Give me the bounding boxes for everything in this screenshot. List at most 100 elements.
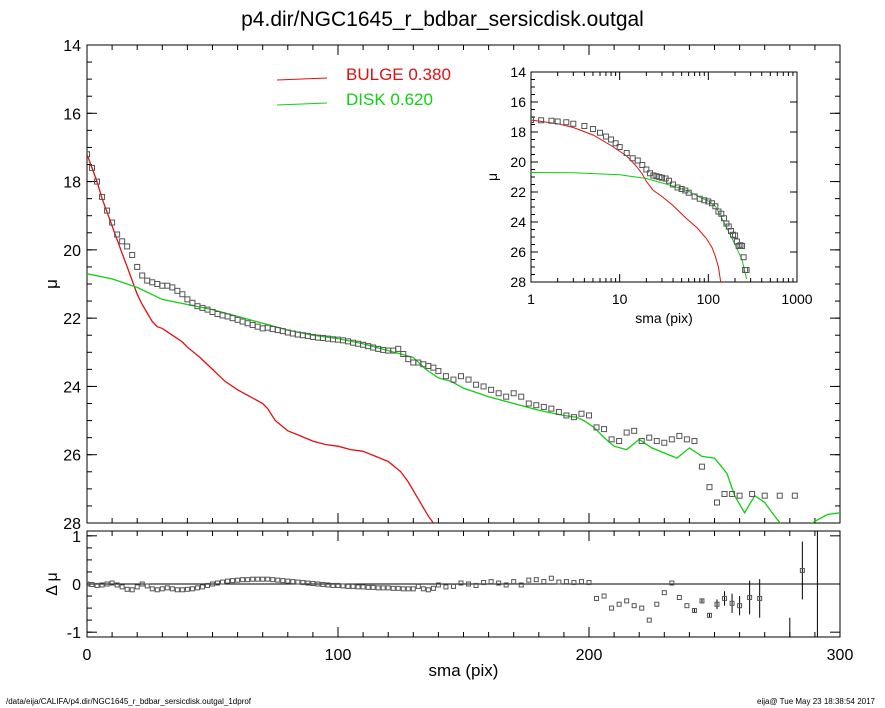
- residual-data-point: [757, 595, 763, 601]
- main-data-point: [214, 311, 221, 318]
- main-data-point: [144, 277, 151, 284]
- residual-data-point: [104, 581, 110, 587]
- main-data-point: [259, 325, 266, 332]
- residual-data-point: [134, 584, 140, 590]
- residual-data-point: [747, 594, 753, 600]
- residual-data-point: [380, 585, 386, 591]
- main-y-tick-label: 28: [63, 516, 81, 533]
- residual-y-tick-label: 1: [72, 529, 81, 546]
- residual-data-point: [563, 579, 569, 585]
- inset-data-point: [570, 120, 577, 127]
- residual-data-point: [275, 577, 281, 583]
- inset-data-point: [665, 177, 672, 184]
- residual-data-point: [300, 580, 306, 586]
- inset-data-point: [616, 144, 623, 150]
- residual-data-point: [194, 585, 200, 591]
- main-data-point: [480, 383, 487, 390]
- residual-data-point: [594, 595, 600, 601]
- inset-data-point: [705, 198, 712, 205]
- main-data-point: [164, 282, 171, 289]
- main-data-point: [646, 434, 653, 441]
- main-data-point: [450, 376, 457, 383]
- main-data-point: [159, 282, 166, 289]
- main-data-point: [119, 238, 126, 245]
- residual-x-tick-label: 100: [325, 647, 352, 664]
- main-data-point: [608, 436, 615, 443]
- inset-y-tick-label: 14: [510, 64, 526, 80]
- main-y-tick-label: 14: [63, 38, 81, 55]
- inset-data-point: [554, 118, 561, 125]
- inset-data-point: [685, 189, 692, 196]
- residual-x-axis-label: sma (pix): [429, 661, 499, 680]
- main-data-point: [691, 438, 698, 445]
- inset-y-tick-label: 22: [510, 184, 526, 200]
- residual-data-point: [245, 577, 251, 583]
- residual-x-tick-label: 300: [827, 647, 854, 664]
- main-data-point: [234, 316, 241, 323]
- inset-data-point: [589, 126, 596, 132]
- main-data-point: [570, 414, 577, 421]
- inset-data-point: [701, 197, 708, 204]
- residual-data-point: [230, 578, 236, 584]
- main-y-tick-label: 18: [63, 175, 81, 192]
- legend-swatch-disk: [276, 102, 328, 106]
- residual-data-point: [129, 587, 135, 593]
- residual-data-point: [280, 578, 286, 584]
- inset-x-tick-label: 10: [612, 291, 628, 307]
- main-data-point: [405, 356, 412, 363]
- inset-data-point: [740, 254, 747, 261]
- main-data-point: [169, 284, 176, 291]
- residual-data-point: [87, 581, 90, 587]
- main-data-point: [189, 299, 196, 306]
- main-line-bulge: [87, 154, 434, 523]
- main-data-point: [776, 492, 783, 499]
- main-data-point: [525, 400, 532, 407]
- residual-y-tick-label: -1: [67, 625, 81, 642]
- main-y-tick-label: 16: [63, 106, 81, 123]
- main-data-point: [616, 438, 623, 445]
- main-data-point: [473, 381, 480, 388]
- residual-data-point: [124, 586, 130, 592]
- residual-data-point: [335, 582, 341, 588]
- main-data-point: [761, 492, 768, 499]
- inset-series-group: [531, 117, 750, 282]
- inset-y-tick-label: 20: [510, 154, 526, 170]
- residual-data-point: [204, 582, 210, 588]
- residual-data-point: [395, 585, 401, 591]
- residual-data-point: [360, 584, 366, 590]
- residual-data-point: [578, 579, 584, 585]
- residual-data-point: [488, 579, 494, 585]
- main-data-point: [124, 243, 131, 250]
- main-data-point: [425, 362, 432, 369]
- main-series-group: [87, 151, 840, 523]
- residual-data-point: [661, 590, 667, 596]
- residual-data-point: [458, 580, 464, 586]
- residual-data-point: [139, 581, 145, 587]
- main-data-point: [548, 405, 555, 412]
- residual-data-point: [345, 583, 351, 589]
- main-data-point: [249, 321, 256, 328]
- residual-data-point: [571, 580, 577, 586]
- residual-data-point: [370, 584, 376, 590]
- residual-data-point: [737, 603, 743, 609]
- residual-data-point: [315, 581, 321, 587]
- residual-data-point: [179, 587, 185, 593]
- main-data-point: [510, 390, 517, 397]
- main-data-point: [94, 178, 101, 185]
- residual-data-point: [154, 587, 160, 593]
- main-data-point: [435, 368, 442, 375]
- main-data-point: [410, 359, 417, 366]
- residual-data-point: [325, 582, 331, 588]
- main-y-axis-label: μ: [42, 279, 61, 289]
- main-data-point: [676, 432, 683, 439]
- residual-data-point: [654, 601, 660, 607]
- inset-data-point: [737, 242, 744, 249]
- residual-data-point: [415, 583, 421, 589]
- inset-data-point: [735, 243, 742, 249]
- inset-data-point: [730, 231, 737, 238]
- main-data-point: [683, 436, 690, 443]
- residual-data-point: [189, 586, 195, 592]
- main-data-point: [109, 219, 116, 226]
- main-y-tick-label: 22: [63, 311, 81, 328]
